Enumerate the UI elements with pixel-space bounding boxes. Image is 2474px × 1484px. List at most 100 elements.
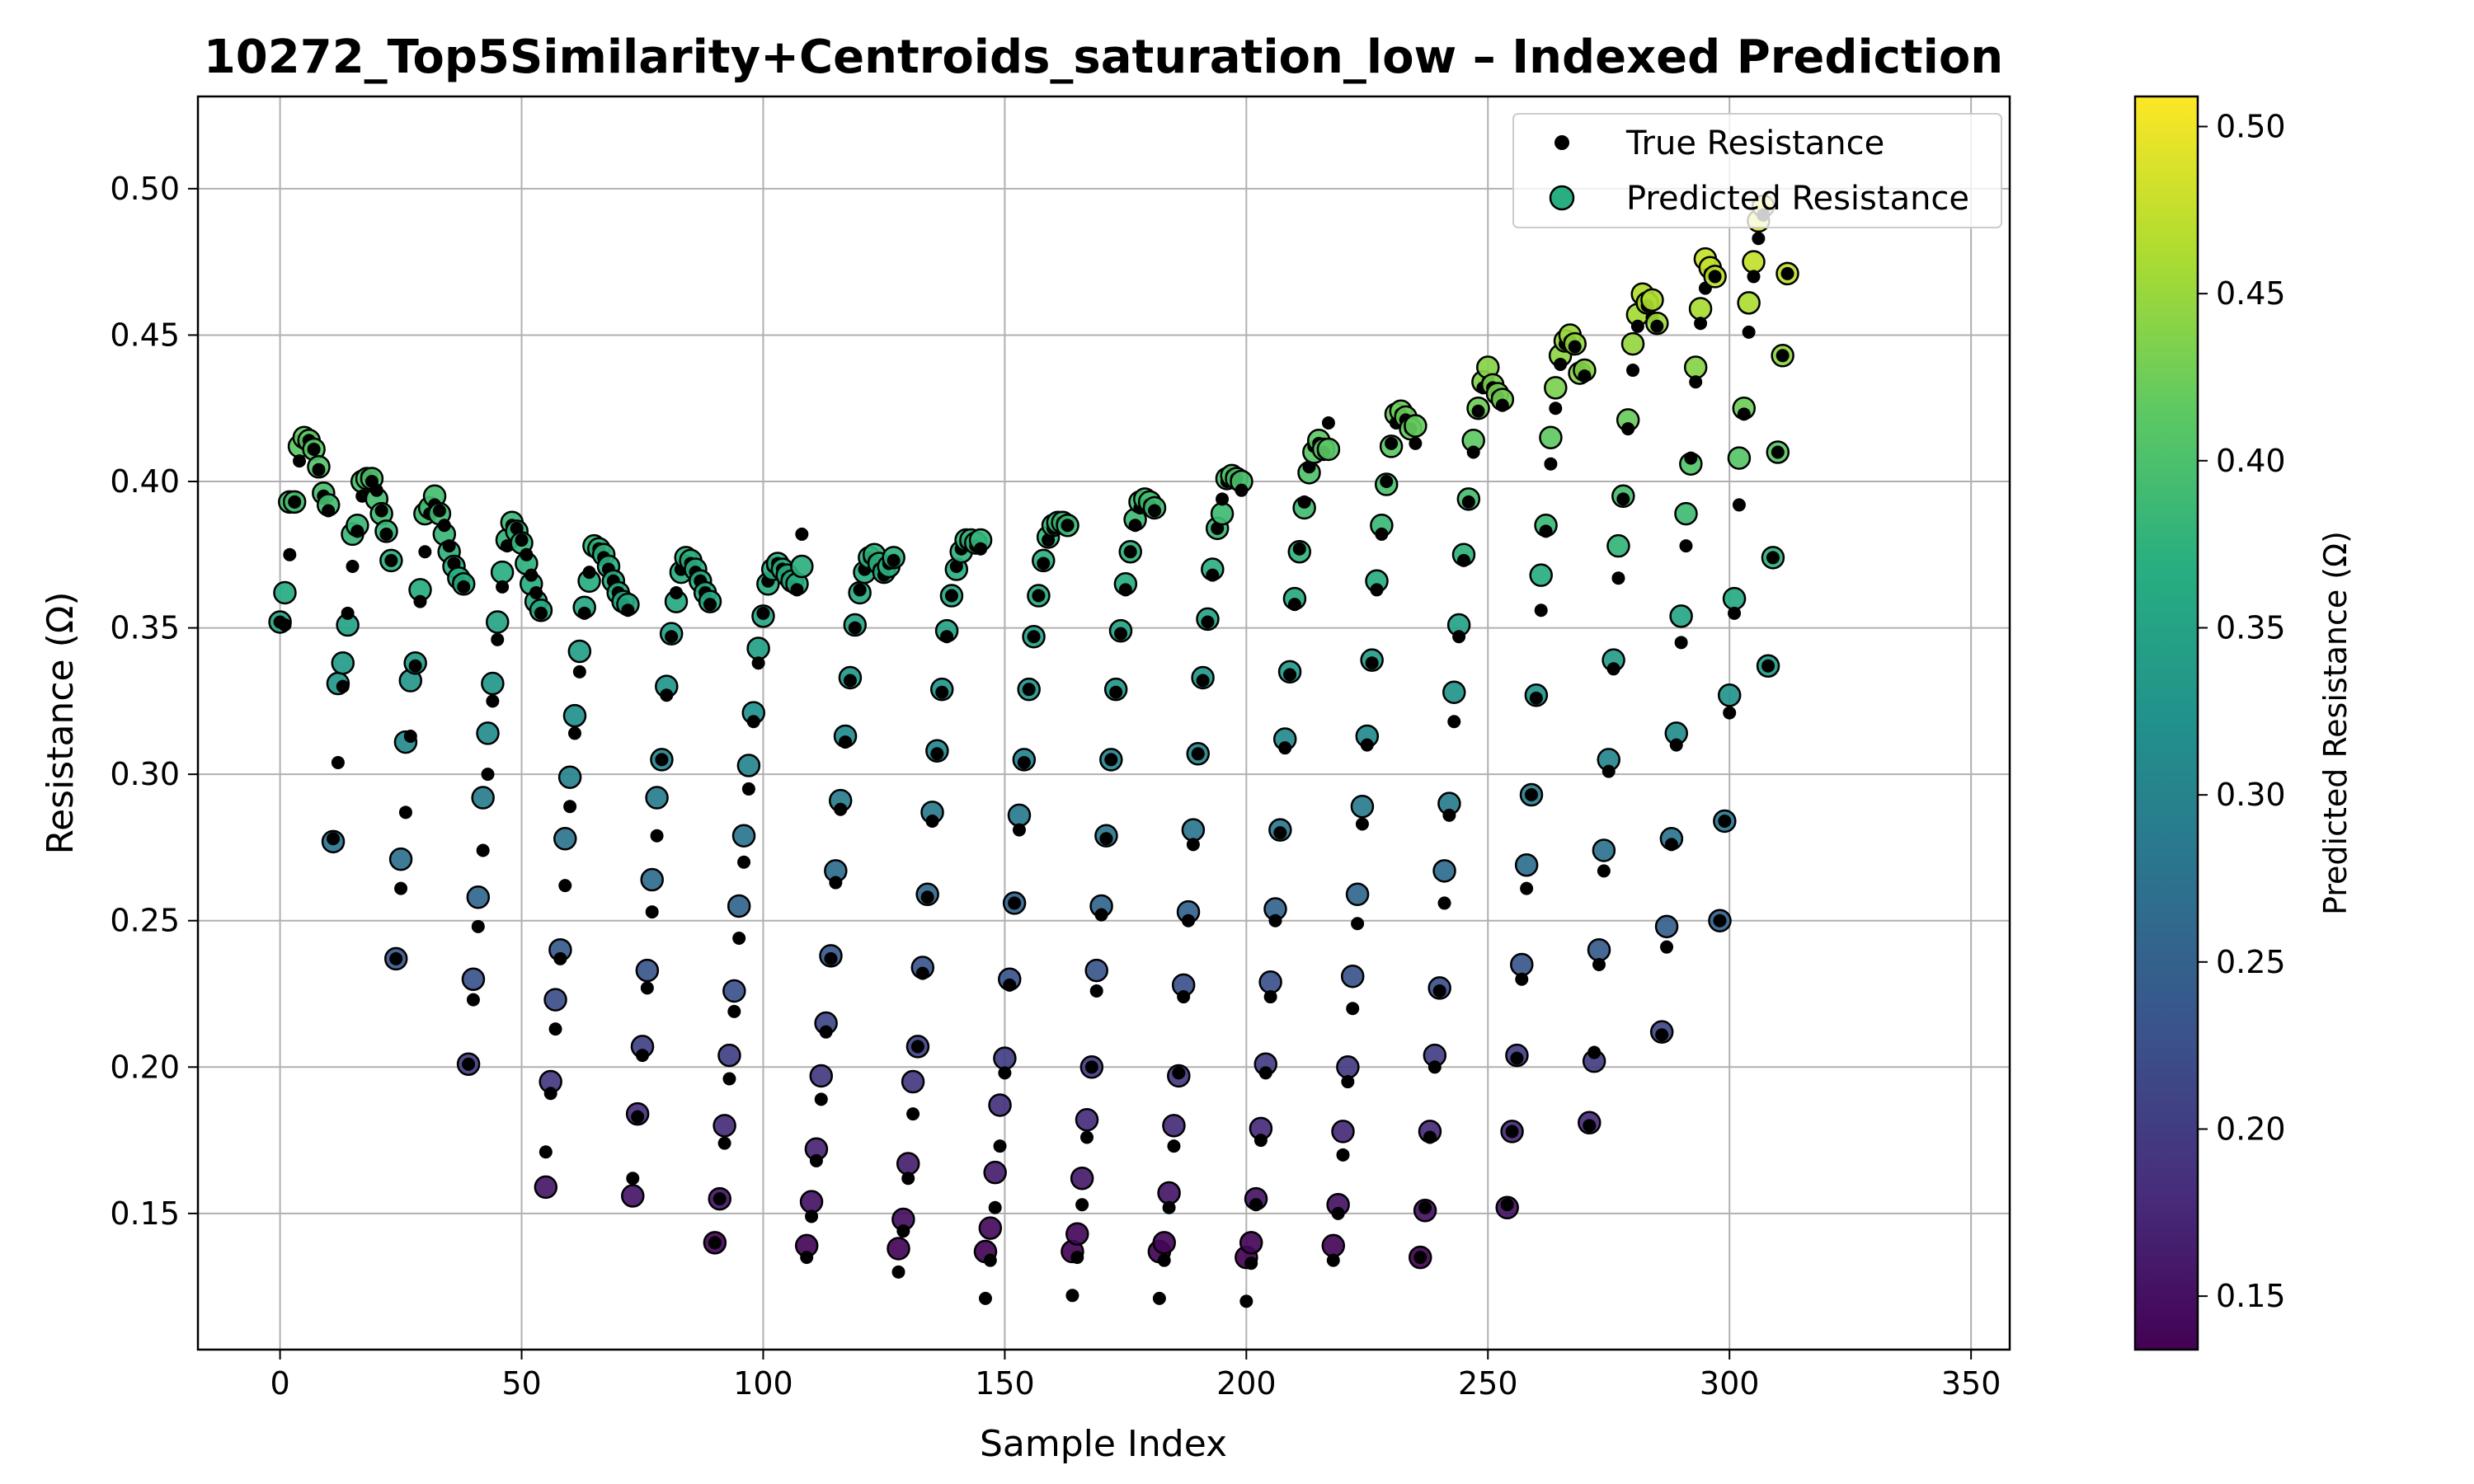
- true-point: [327, 832, 341, 846]
- predicted-point: [1442, 680, 1466, 704]
- predicted-point: [1742, 250, 1766, 274]
- true-point: [925, 814, 939, 828]
- true-point: [1032, 589, 1046, 603]
- true-point: [1776, 349, 1790, 363]
- true-point: [1346, 1002, 1360, 1016]
- predicted-point: [809, 1064, 834, 1088]
- true-point: [1626, 364, 1640, 378]
- true-point: [572, 665, 586, 679]
- true-point: [1370, 583, 1384, 597]
- predicted-point: [1162, 1114, 1186, 1138]
- predicted-point: [901, 1069, 925, 1094]
- true-point: [722, 1072, 736, 1086]
- colorbar-tick-label: 0.15: [2216, 1278, 2286, 1314]
- y-tick-label: 0.25: [110, 903, 180, 939]
- colorbar: [2133, 95, 2199, 1351]
- predicted-point: [1065, 1222, 1089, 1246]
- true-point: [1079, 1130, 1094, 1144]
- true-point: [1008, 896, 1022, 910]
- true-point: [1650, 319, 1664, 333]
- true-point: [331, 755, 345, 769]
- true-point: [650, 829, 664, 843]
- predicted-point: [1654, 914, 1679, 939]
- predicted-point: [1514, 852, 1539, 877]
- true-point: [1723, 706, 1737, 720]
- true-point: [1196, 674, 1210, 688]
- predicted-point: [1683, 355, 1708, 379]
- true-point: [1583, 1119, 1597, 1133]
- true-point: [293, 454, 307, 468]
- true-point: [1630, 319, 1644, 333]
- predicted-point: [1336, 1055, 1360, 1079]
- true-point: [1360, 738, 1374, 752]
- true-point: [1587, 1045, 1602, 1059]
- true-point: [1114, 627, 1128, 641]
- true-point: [1495, 398, 1509, 412]
- predicted-point: [273, 580, 297, 605]
- predicted-point: [799, 1190, 824, 1214]
- predicted-point: [1620, 331, 1645, 356]
- predicted-point: [731, 824, 756, 848]
- x-tick-label: 50: [501, 1365, 541, 1402]
- predicted-point: [1674, 501, 1698, 526]
- true-point: [983, 1253, 997, 1267]
- true-point: [496, 580, 510, 594]
- true-point: [1664, 838, 1678, 852]
- true-point: [1182, 913, 1196, 928]
- true-point: [534, 606, 548, 620]
- predicted-point: [1717, 683, 1742, 707]
- true-point: [558, 879, 572, 893]
- true-point: [1351, 917, 1365, 931]
- true-point: [548, 1022, 562, 1036]
- predicted-point: [1404, 414, 1427, 438]
- true-point: [655, 753, 669, 767]
- predicted-point: [331, 650, 355, 675]
- true-point: [940, 630, 954, 644]
- true-point: [577, 606, 591, 620]
- predicted-point: [1239, 1231, 1263, 1255]
- true-point: [1529, 691, 1543, 705]
- true-point: [660, 688, 674, 702]
- true-point: [1732, 498, 1746, 512]
- true-point: [476, 843, 490, 857]
- y-tick-label: 0.30: [110, 756, 180, 792]
- true-point: [790, 583, 804, 597]
- true-point: [462, 1057, 476, 1071]
- true-point: [1167, 1139, 1181, 1153]
- true-point: [1766, 551, 1780, 565]
- x-tick-label: 300: [1700, 1365, 1760, 1402]
- true-point: [1253, 1134, 1268, 1148]
- colorbar-tick-label: 0.30: [2216, 777, 2286, 813]
- true-point: [1761, 659, 1776, 673]
- true-point: [1655, 1028, 1669, 1042]
- true-point: [640, 981, 654, 995]
- true-point: [853, 583, 867, 597]
- true-point: [1728, 606, 1742, 620]
- predicted-point: [1606, 533, 1630, 558]
- true-point: [1539, 524, 1553, 538]
- predicted-point: [1587, 937, 1611, 962]
- y-tick-label: 0.20: [110, 1049, 180, 1085]
- chart-title: 10272_Top5Similarity+Centroids_saturatio…: [204, 31, 2003, 84]
- true-point: [408, 659, 422, 673]
- true-point: [398, 805, 412, 819]
- true-point: [1336, 1148, 1350, 1162]
- y-axis-ticks: 0.15 0.20 0.25 0.30 0.35 0.40 0.45 0.50: [110, 171, 198, 1232]
- true-point: [1235, 483, 1249, 497]
- true-point: [1554, 357, 1568, 371]
- colorbar-tick-label: 0.50: [2216, 108, 2286, 144]
- true-point: [751, 656, 765, 670]
- true-point: [935, 685, 949, 699]
- predicted-point: [993, 1046, 1017, 1070]
- true-point: [645, 905, 659, 919]
- true-point: [1674, 636, 1688, 650]
- true-point: [741, 782, 755, 796]
- predicted-point: [1331, 1120, 1355, 1144]
- colorbar-tick-label: 0.35: [2216, 609, 2286, 646]
- true-point: [1355, 817, 1369, 831]
- predicted-point: [534, 1175, 558, 1200]
- true-point: [1206, 568, 1220, 582]
- true-point: [1544, 457, 1558, 471]
- true-point: [524, 568, 539, 582]
- legend-box: [1512, 113, 2002, 228]
